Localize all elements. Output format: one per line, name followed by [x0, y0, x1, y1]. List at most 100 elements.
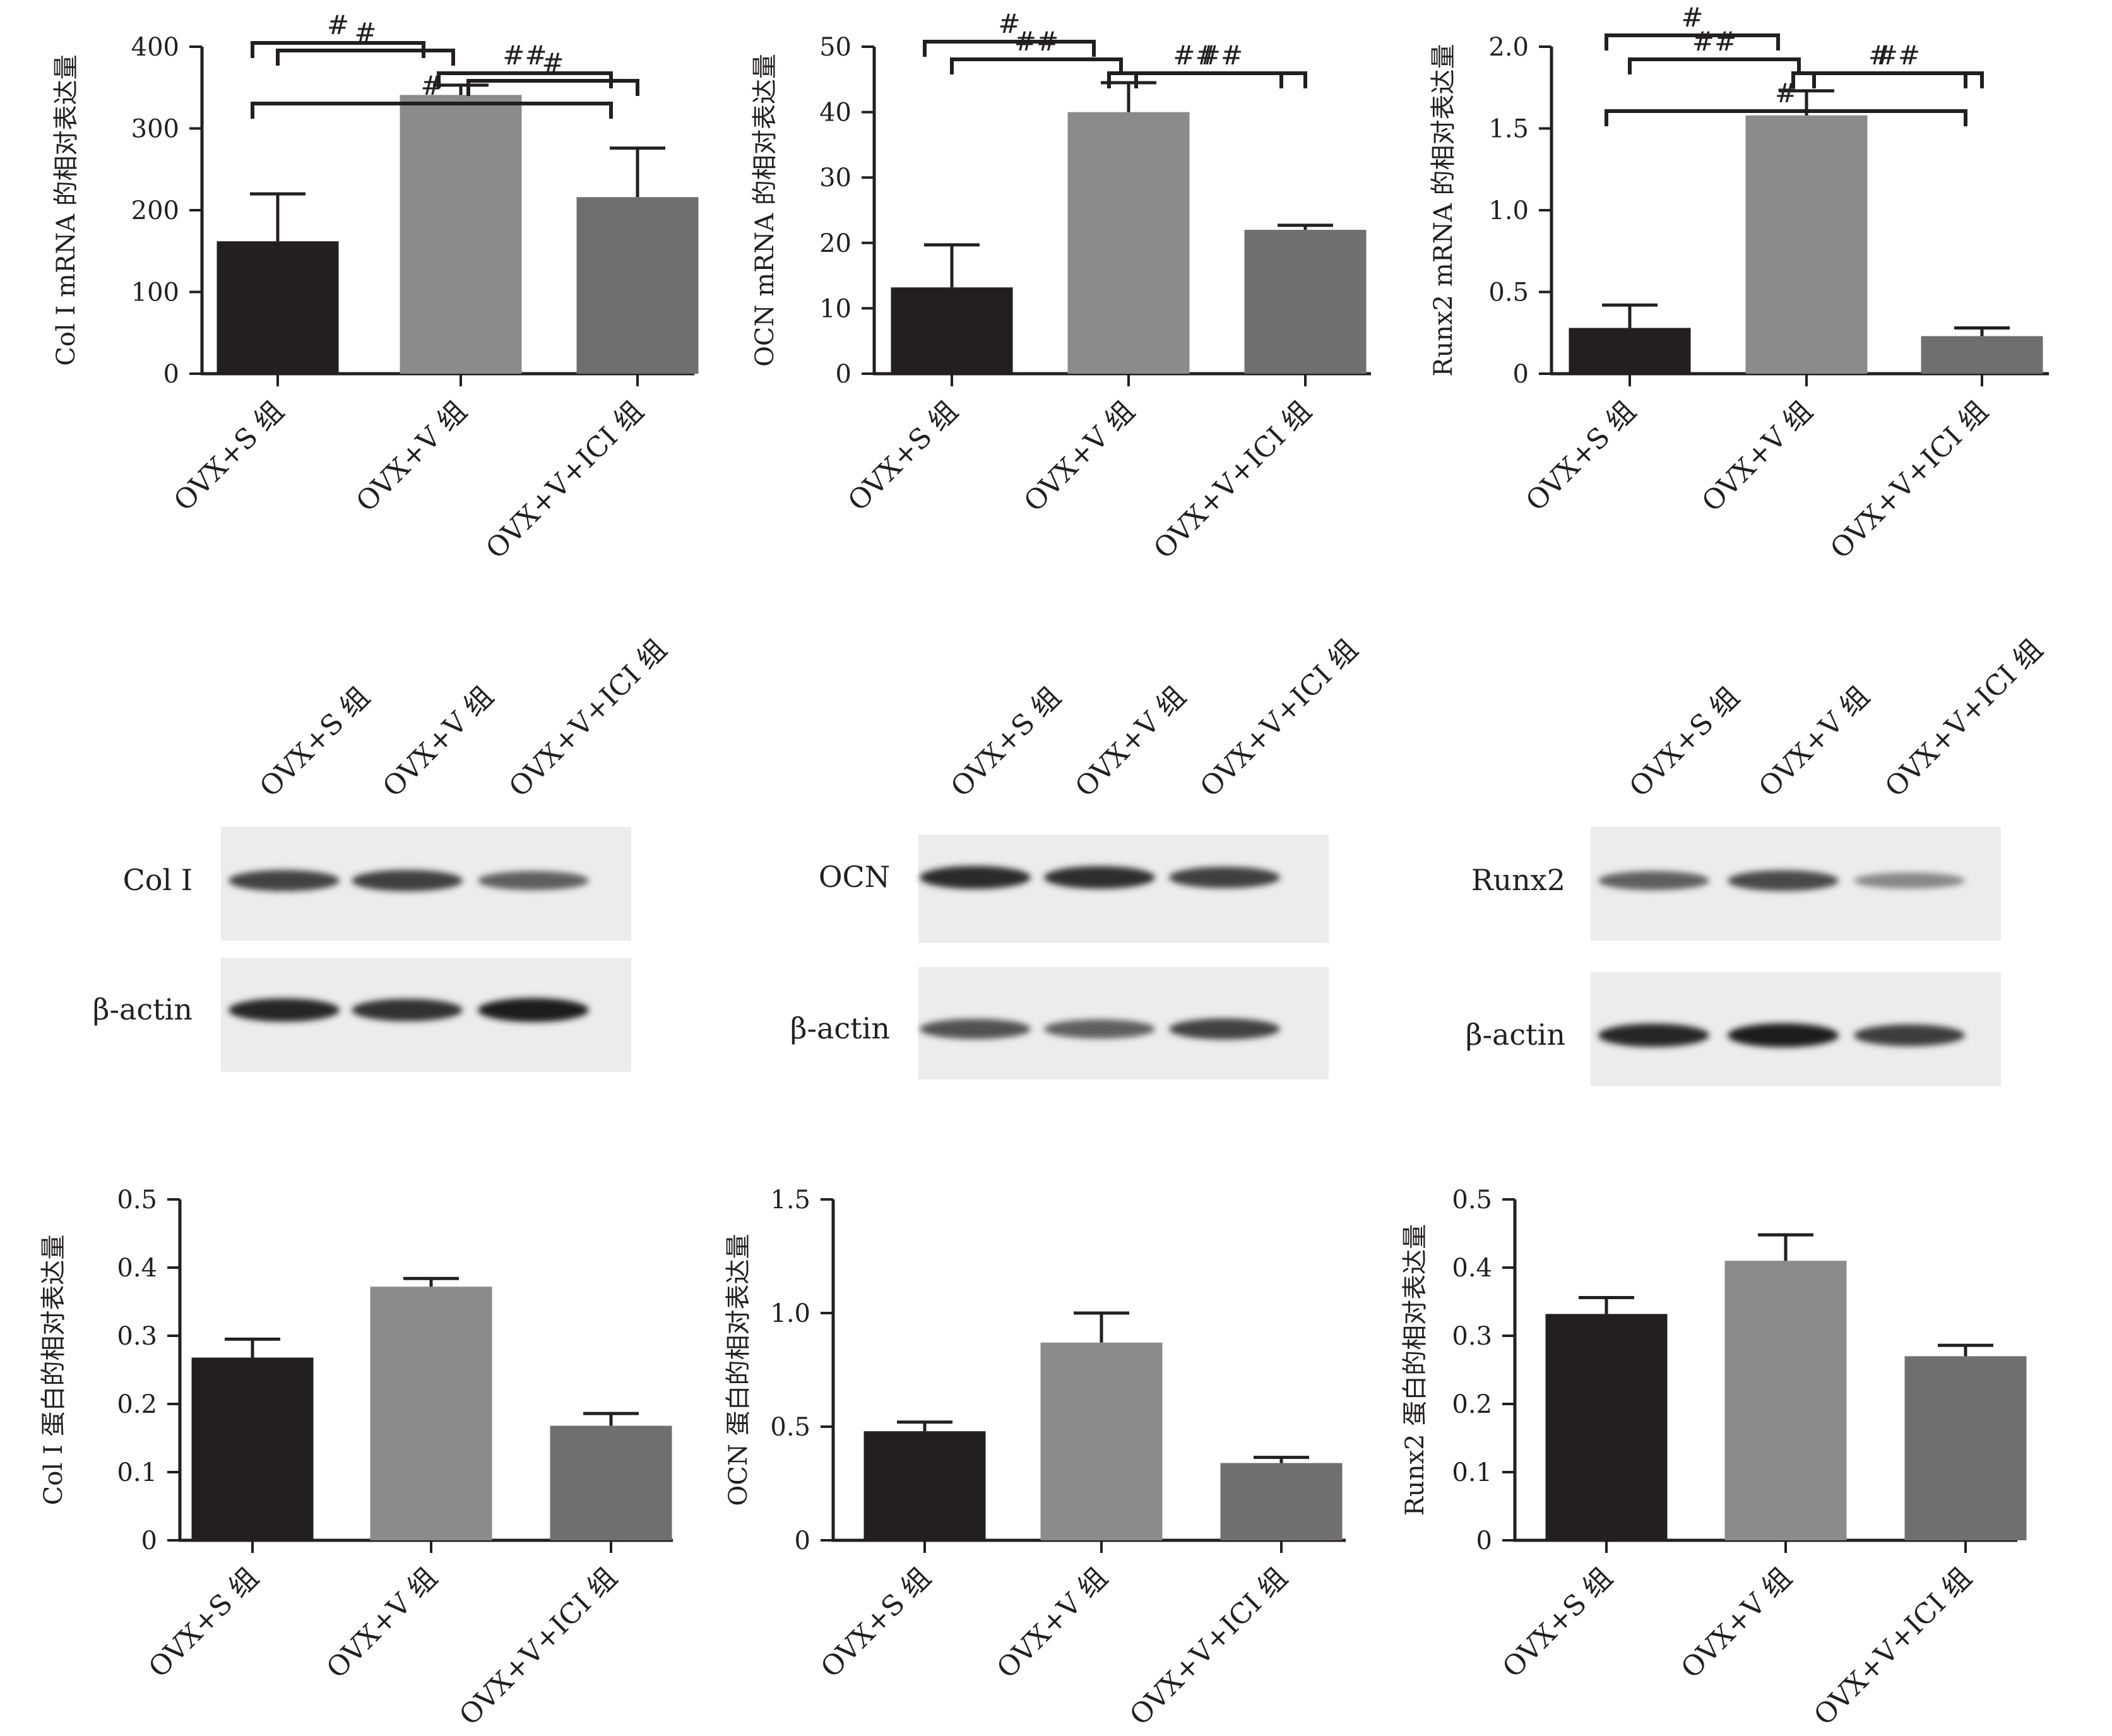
- significance-label: ##: [502, 40, 547, 71]
- significance-label: #: [1868, 40, 1890, 71]
- lane-label: OVX+V 组: [1069, 681, 1192, 804]
- blot-band: [920, 865, 1031, 889]
- blot-band: [920, 1019, 1031, 1039]
- x-tick-label: OVX+V 组: [321, 1562, 444, 1685]
- lane-label: OVX+V+ICI 组: [1194, 633, 1365, 804]
- y-tick-label: 0: [163, 360, 179, 389]
- bar-1: [1569, 328, 1691, 374]
- y-tick-label: 400: [131, 33, 179, 62]
- lane-label: OVX+V+ICI 组: [1879, 633, 2050, 804]
- significance-label: #: [420, 70, 442, 101]
- x-tick-label: OVX+S 组: [168, 395, 290, 518]
- y-tick-label: 0.1: [117, 1458, 157, 1487]
- y-tick-label: 0.2: [117, 1390, 157, 1419]
- y-tick-label: 0: [795, 1526, 810, 1555]
- blot-band: [1854, 1024, 1965, 1047]
- bar-2: [1724, 1261, 1847, 1540]
- y-tick-label: 0.3: [1452, 1322, 1492, 1351]
- y-tick-label: 1.5: [770, 1186, 810, 1215]
- significance-label: ##: [1173, 40, 1217, 71]
- bar-2: [1745, 115, 1868, 374]
- x-tick-label: OVX+V+ICI 组: [1824, 395, 1995, 566]
- y-tick-label: 20: [819, 229, 851, 258]
- blot-band: [1728, 1023, 1839, 1047]
- y-tick-label: 0.4: [1452, 1254, 1492, 1283]
- significance-bracket: [950, 57, 1123, 74]
- y-axis-title: Runx2 蛋白的相对表达量: [1401, 1224, 1430, 1516]
- bar-2: [370, 1287, 492, 1540]
- x-tick-label: OVX+V 组: [1675, 1562, 1798, 1685]
- blot-band: [1169, 867, 1280, 888]
- blot-band: [1854, 872, 1965, 889]
- x-tick-label: OVX+V+ICI 组: [1808, 1562, 1978, 1732]
- y-axis-title: Col I 蛋白的相对表达量: [39, 1235, 68, 1506]
- blot-band: [1044, 1019, 1155, 1039]
- runx2-mrna-chart: 0 0.5 1.0 1.5 2.0 Runx2 mRNA 的相对表达量 OVX+S 组 OVX…: [1429, 26, 2049, 565]
- lane-label: OVX+S 组: [1623, 681, 1746, 804]
- y-tick-label: 0.2: [1452, 1390, 1492, 1419]
- x-tick-label: OVX+S 组: [1497, 1562, 1619, 1684]
- x-tick-label: OVX+V+ICI 组: [480, 395, 650, 566]
- y-axis-title: OCN mRNA 的相对表达量: [750, 54, 780, 367]
- y-axis-title: Runx2 mRNA 的相对表达量: [1429, 44, 1458, 376]
- y-tick-label: 2.0: [1488, 33, 1529, 62]
- y-tick-label: 0.5: [1488, 278, 1529, 307]
- x-tick-label: OVX+V+ICI 组: [1124, 1562, 1294, 1732]
- blot-row-label: Col I: [123, 863, 193, 897]
- significance-bracket: [251, 102, 613, 119]
- blot-band: [478, 998, 589, 1022]
- ocn-blot: OVX+S 组 OVX+V 组 OVX+V+ICI 组 OCN β-actin: [790, 633, 1365, 1079]
- blot-row-label: β-actin: [93, 992, 193, 1026]
- x-tick-label: OVX+S 组: [1520, 395, 1642, 518]
- significance-bracket: [276, 49, 455, 66]
- lane-label: OVX+V+ICI 组: [503, 633, 673, 804]
- significance-bracket: [437, 71, 613, 88]
- x-tick-label: OVX+S 组: [842, 395, 964, 518]
- x-tick-label: OVX+V 组: [350, 395, 473, 518]
- bar-3: [1220, 1463, 1343, 1540]
- significance-bracket: [923, 40, 1096, 57]
- col1-mrna-chart: 0 100 200 300 400 Col I mRNA 的相对表达量 OVX+S 组 OVX…: [52, 17, 699, 565]
- blot-band: [1044, 866, 1155, 889]
- y-tick-label: 40: [819, 98, 851, 128]
- significance-bracket: [1791, 71, 1967, 88]
- y-axis-title: OCN 蛋白的相对表达量: [724, 1234, 753, 1506]
- bar-1: [217, 241, 339, 374]
- y-tick-label: 0: [141, 1526, 157, 1555]
- y-tick-label: 0.5: [1452, 1186, 1492, 1215]
- significance-bracket: [466, 79, 639, 96]
- y-tick-label: 0.5: [770, 1413, 810, 1442]
- bar-2: [1067, 112, 1190, 374]
- significance-bracket: [1605, 109, 1967, 126]
- bar-1: [1545, 1314, 1668, 1540]
- y-tick-label: 30: [819, 163, 851, 193]
- blot-band: [228, 870, 340, 891]
- y-tick-label: 0.3: [117, 1322, 157, 1351]
- y-tick-label: 0.5: [117, 1186, 157, 1215]
- lane-label: OVX+V 组: [377, 681, 500, 804]
- significance-bracket: [1605, 33, 1780, 51]
- bar-1: [191, 1357, 314, 1540]
- bar-1: [863, 1431, 986, 1540]
- bar-3: [1244, 230, 1367, 374]
- blot-band: [352, 999, 463, 1021]
- x-tick-label: OVX+V 组: [1018, 395, 1141, 518]
- significance-bracket: [251, 41, 425, 58]
- col1-blot: OVX+S 组 OVX+V 组 OVX+V+ICI 组 Col I β-actin: [93, 633, 673, 1072]
- bar-3: [576, 197, 699, 374]
- blot-band: [1598, 1023, 1709, 1047]
- significance-label: ##: [1199, 40, 1243, 71]
- y-tick-label: 1.5: [1488, 115, 1529, 144]
- bar-3: [550, 1425, 672, 1540]
- blot-band: [478, 871, 589, 891]
- x-tick-label: OVX+V+ICI 组: [1148, 395, 1318, 566]
- y-tick-label: 300: [131, 115, 179, 144]
- x-tick-label: OVX+S 组: [143, 1562, 265, 1684]
- blot-row-label: β-actin: [790, 1011, 890, 1045]
- y-tick-label: 50: [819, 33, 851, 62]
- significance-bracket: [1628, 57, 1801, 74]
- significance-label: #: [1775, 78, 1797, 109]
- significance-label: ##: [1692, 26, 1736, 57]
